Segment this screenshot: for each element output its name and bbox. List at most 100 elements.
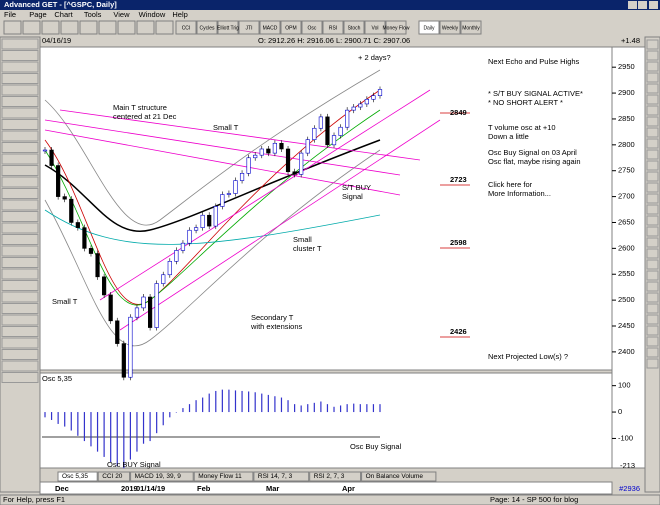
tool-button[interactable] <box>1 291 39 303</box>
tool-button[interactable] <box>646 281 659 292</box>
tab[interactable] <box>309 471 362 482</box>
toolbar-button[interactable] <box>322 20 344 35</box>
menu-item[interactable]: Page <box>29 10 47 19</box>
tool-button[interactable] <box>646 127 659 138</box>
menu-item[interactable]: Tools <box>84 10 102 19</box>
tool-button[interactable] <box>1 199 39 211</box>
toolbar-button[interactable] <box>217 20 239 35</box>
tab[interactable] <box>361 471 437 482</box>
toolbar-button[interactable] <box>60 20 79 35</box>
tab[interactable] <box>57 471 98 482</box>
tool-button[interactable] <box>646 138 659 149</box>
toolbar-button[interactable] <box>117 20 136 35</box>
tool-button[interactable] <box>1 61 39 73</box>
tool-button[interactable] <box>646 292 659 303</box>
tool-button[interactable] <box>646 336 659 347</box>
tool-button[interactable] <box>646 314 659 325</box>
tool-button[interactable] <box>646 39 659 50</box>
tool-button[interactable] <box>646 83 659 94</box>
tool-button[interactable] <box>646 303 659 314</box>
tool-button[interactable] <box>646 259 659 270</box>
tool-button[interactable] <box>646 226 659 237</box>
tool-button[interactable] <box>646 171 659 182</box>
tab[interactable] <box>97 471 131 482</box>
tool-button[interactable] <box>1 142 39 153</box>
tool-button[interactable] <box>646 193 659 204</box>
toolbar-button[interactable] <box>79 20 98 35</box>
toolbar-button[interactable] <box>280 20 302 35</box>
tool-button[interactable] <box>1 234 39 245</box>
tool-button[interactable] <box>1 337 39 349</box>
tool-button[interactable] <box>1 73 39 84</box>
toolbar-button[interactable] <box>155 20 174 35</box>
toolbar-button[interactable] <box>41 20 60 35</box>
tool-button[interactable] <box>1 211 39 222</box>
tool-button[interactable] <box>1 245 39 257</box>
toolbar-button[interactable] <box>175 20 197 35</box>
maximize-button[interactable] <box>638 1 647 9</box>
tool-button[interactable] <box>646 347 659 358</box>
toolbar-button[interactable] <box>301 20 323 35</box>
tool-button[interactable] <box>1 314 39 326</box>
minimize-button[interactable] <box>628 1 637 9</box>
tool-button[interactable] <box>1 130 39 142</box>
toolbar-button[interactable] <box>238 20 260 35</box>
tool-button[interactable] <box>1 107 39 119</box>
tool-button[interactable] <box>646 270 659 281</box>
close-button[interactable] <box>649 1 658 9</box>
tool-button[interactable] <box>646 94 659 105</box>
tool-button[interactable] <box>1 50 39 61</box>
tool-button[interactable] <box>646 116 659 127</box>
tool-button[interactable] <box>646 182 659 193</box>
tool-button[interactable] <box>1 119 39 130</box>
tool-button[interactable] <box>1 257 39 268</box>
tool-button[interactable] <box>1 303 39 314</box>
tool-button[interactable] <box>646 149 659 160</box>
toolbar-button[interactable] <box>259 20 281 35</box>
toolbar-button[interactable] <box>364 20 386 35</box>
toolbar-button[interactable] <box>3 20 22 35</box>
tool-button[interactable] <box>646 325 659 336</box>
menu-item[interactable]: File <box>4 10 16 19</box>
toolbar-button[interactable] <box>343 20 365 35</box>
tab[interactable] <box>130 471 194 482</box>
toolbar-button[interactable] <box>418 20 440 35</box>
tool-button[interactable] <box>1 84 39 96</box>
toolbar-button[interactable] <box>196 20 218 35</box>
tool-button[interactable] <box>1 268 39 280</box>
annotation[interactable]: More Information... <box>488 189 551 198</box>
tool-button[interactable] <box>646 72 659 83</box>
annotation[interactable]: Click here for <box>488 180 533 189</box>
toolbar-button[interactable] <box>136 20 155 35</box>
tool-button[interactable] <box>646 358 659 369</box>
tool-button[interactable] <box>1 165 39 176</box>
tool-button[interactable] <box>646 160 659 171</box>
toolbar-button[interactable] <box>98 20 117 35</box>
tool-button[interactable] <box>1 153 39 165</box>
menu-item[interactable]: Help <box>172 10 187 19</box>
tool-button[interactable] <box>646 50 659 61</box>
tool-button[interactable] <box>1 176 39 188</box>
tool-button[interactable] <box>1 38 39 50</box>
tool-button[interactable] <box>1 326 39 337</box>
menu-item[interactable]: View <box>113 10 130 19</box>
tool-button[interactable] <box>1 372 39 383</box>
tool-button[interactable] <box>1 188 39 199</box>
menu-item[interactable]: Window <box>139 10 166 19</box>
toolbar-button[interactable] <box>22 20 41 35</box>
tab[interactable] <box>253 471 310 482</box>
tab[interactable] <box>193 471 254 482</box>
menu-item[interactable]: Chart <box>54 10 73 19</box>
tool-button[interactable] <box>646 204 659 215</box>
tool-button[interactable] <box>646 237 659 248</box>
toolbar-button[interactable] <box>460 20 482 35</box>
tool-button[interactable] <box>646 61 659 72</box>
toolbar-button[interactable] <box>439 20 461 35</box>
tool-button[interactable] <box>1 96 39 107</box>
toolbar-button[interactable] <box>385 20 407 35</box>
tool-button[interactable] <box>646 215 659 226</box>
tool-button[interactable] <box>1 222 39 234</box>
tool-button[interactable] <box>1 360 39 372</box>
tool-button[interactable] <box>1 280 39 291</box>
tool-button[interactable] <box>646 105 659 116</box>
